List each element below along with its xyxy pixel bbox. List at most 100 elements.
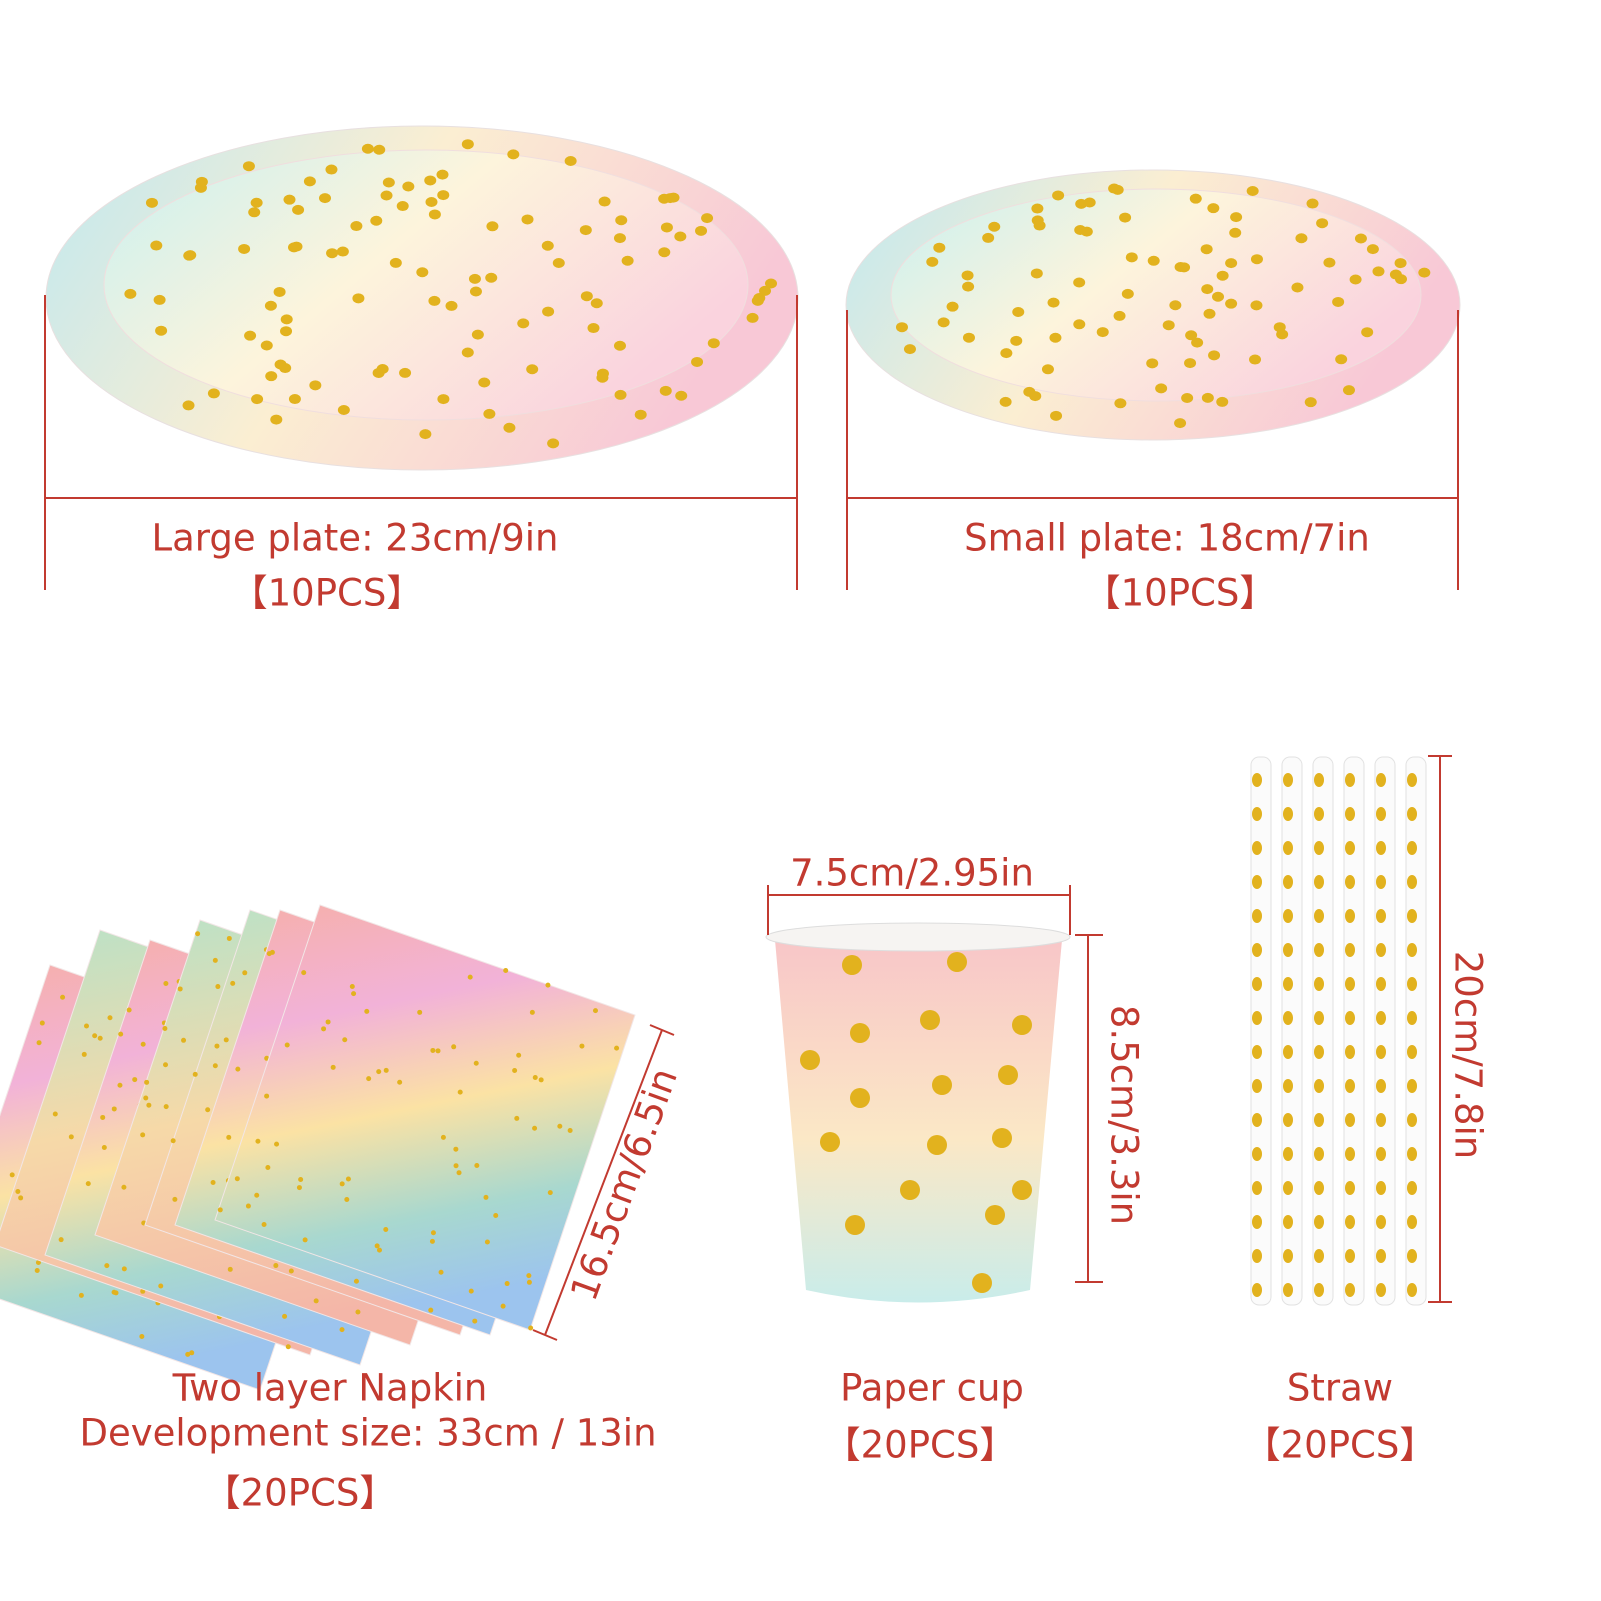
dot xyxy=(1283,943,1293,957)
dot xyxy=(15,1188,21,1194)
dot xyxy=(250,197,263,208)
dot xyxy=(325,1019,331,1025)
dot xyxy=(503,422,516,433)
dot xyxy=(336,246,349,257)
dot xyxy=(1407,773,1417,787)
dot xyxy=(1283,1249,1293,1263)
dot xyxy=(547,1190,553,1196)
dot xyxy=(1252,943,1262,957)
dot xyxy=(512,1068,518,1074)
dot xyxy=(507,149,520,160)
dot xyxy=(579,1043,585,1049)
dot xyxy=(234,1176,240,1182)
dot xyxy=(1201,392,1214,403)
dot xyxy=(366,1076,372,1082)
dot xyxy=(146,1102,152,1108)
dot xyxy=(613,233,626,244)
straw-body xyxy=(1405,756,1427,1306)
dot xyxy=(1114,398,1127,409)
dot xyxy=(1376,1011,1386,1025)
dot xyxy=(1407,1113,1417,1127)
dot xyxy=(1283,841,1293,855)
straw xyxy=(1281,756,1303,1306)
dot xyxy=(242,161,255,172)
dot xyxy=(667,192,680,203)
dot xyxy=(1407,875,1417,889)
dot xyxy=(1314,977,1324,991)
dot xyxy=(1121,288,1134,299)
dot xyxy=(660,222,673,233)
dot xyxy=(1283,1079,1293,1093)
dot xyxy=(1407,1215,1417,1229)
dot xyxy=(1283,807,1293,821)
large-plate xyxy=(45,125,799,471)
dot xyxy=(850,1023,870,1043)
dot xyxy=(1252,1215,1262,1229)
dot xyxy=(1073,277,1086,288)
dot xyxy=(1225,258,1238,269)
dot xyxy=(500,1303,506,1309)
dot xyxy=(972,1273,992,1293)
dot xyxy=(614,389,627,400)
straw xyxy=(1374,756,1396,1306)
dot xyxy=(163,1062,169,1068)
dot xyxy=(124,288,137,299)
dot xyxy=(691,356,704,367)
dot xyxy=(1376,1181,1386,1195)
dot xyxy=(1366,244,1379,255)
small-plate xyxy=(845,169,1461,441)
dot xyxy=(389,257,402,268)
dot xyxy=(1407,1147,1417,1161)
dot xyxy=(139,1334,145,1340)
dot xyxy=(150,240,163,251)
dot xyxy=(529,1009,535,1015)
dot xyxy=(1345,1181,1355,1195)
dot xyxy=(118,1031,124,1037)
dot xyxy=(1345,1045,1355,1059)
length: 20cm/7.8in xyxy=(1447,951,1490,1160)
dot xyxy=(746,312,759,323)
dot xyxy=(92,1033,98,1039)
dot xyxy=(290,241,303,252)
dot xyxy=(1216,270,1229,281)
dot xyxy=(215,984,221,990)
dot xyxy=(428,1307,434,1313)
dot xyxy=(36,1040,42,1046)
gold-dots xyxy=(124,139,778,449)
dot xyxy=(245,1203,251,1209)
dot xyxy=(658,193,671,204)
dot xyxy=(538,1077,544,1083)
dot xyxy=(376,1247,382,1253)
dot xyxy=(1335,354,1348,365)
dot xyxy=(1252,1079,1262,1093)
dot xyxy=(946,301,959,312)
dot xyxy=(1146,358,1159,369)
dot xyxy=(1031,203,1044,214)
dot xyxy=(284,1042,290,1048)
dot xyxy=(1314,1283,1324,1297)
dot xyxy=(920,1010,940,1030)
dot xyxy=(521,214,534,225)
dot xyxy=(1407,1249,1417,1263)
straw-body xyxy=(1281,756,1303,1306)
dot xyxy=(1345,909,1355,923)
dot xyxy=(172,1196,178,1202)
dot xyxy=(107,1015,113,1021)
dot xyxy=(430,1230,436,1236)
dot xyxy=(579,225,592,236)
dot xyxy=(845,1215,865,1235)
dot xyxy=(424,175,437,186)
dot xyxy=(998,1065,1018,1085)
dot xyxy=(397,1079,403,1085)
dot xyxy=(132,1077,138,1083)
dot xyxy=(484,1239,490,1245)
dot xyxy=(1306,198,1319,209)
dot xyxy=(260,340,273,351)
dot xyxy=(469,286,482,297)
dot xyxy=(1354,233,1367,244)
dot xyxy=(285,1344,291,1350)
dot xyxy=(101,1144,107,1150)
dot xyxy=(1147,255,1160,266)
dot xyxy=(121,1184,127,1190)
dot xyxy=(621,255,634,266)
